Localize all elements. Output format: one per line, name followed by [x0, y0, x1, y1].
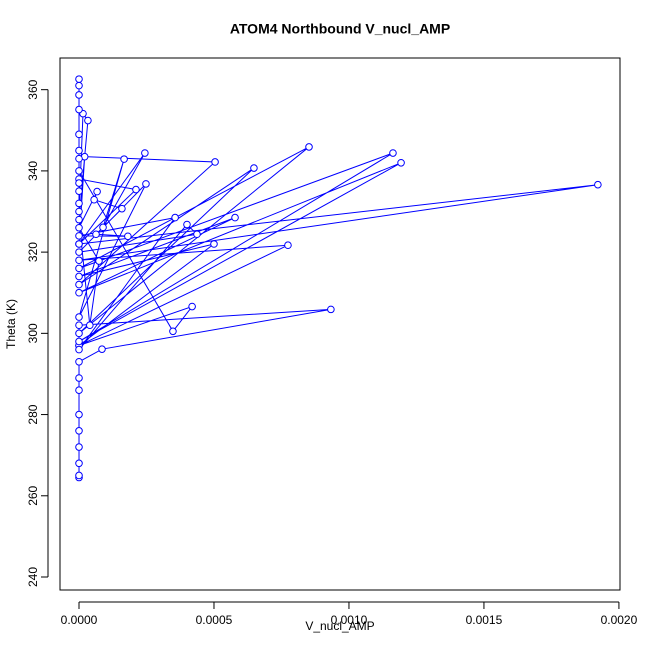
point — [75, 329, 83, 338]
point — [75, 357, 83, 366]
point — [120, 155, 128, 163]
point — [92, 230, 100, 239]
point — [210, 240, 218, 248]
point — [75, 105, 83, 114]
point — [132, 185, 140, 194]
point — [86, 321, 94, 330]
point — [84, 116, 92, 125]
point — [327, 305, 335, 314]
y-tick-label: 240 — [26, 567, 40, 587]
point — [75, 427, 83, 435]
plot-box — [59, 57, 621, 591]
point — [397, 158, 405, 167]
y-tick-label: 340 — [26, 161, 40, 181]
point — [75, 288, 83, 297]
point — [75, 75, 83, 83]
x-tick-label: 0.0015 — [466, 613, 503, 627]
point — [75, 232, 83, 240]
point — [75, 187, 83, 196]
point — [75, 256, 83, 265]
x-tick-label: 0.0000 — [61, 613, 98, 627]
point — [75, 248, 83, 256]
y-tick-label: 280 — [26, 404, 40, 424]
x-tick-label: 0.0010 — [331, 613, 368, 627]
point — [95, 257, 103, 265]
series-line — [77, 79, 598, 478]
point — [90, 195, 98, 204]
point — [75, 81, 83, 90]
point — [193, 230, 201, 239]
point — [305, 143, 313, 151]
point — [98, 345, 106, 353]
point — [75, 272, 83, 281]
point — [75, 337, 83, 346]
point — [75, 199, 83, 208]
chart-title: ATOM4 Northbound V_nucl_AMP — [230, 21, 450, 37]
y-tick-label: 260 — [26, 485, 40, 505]
point — [231, 213, 239, 222]
point — [75, 215, 83, 224]
point — [594, 180, 602, 189]
y-tick-label: 320 — [26, 242, 40, 262]
point — [75, 167, 83, 175]
point — [99, 223, 107, 232]
point — [118, 204, 126, 213]
point — [75, 179, 83, 187]
point — [188, 302, 196, 311]
point — [75, 313, 83, 321]
point — [75, 471, 83, 480]
point — [284, 241, 292, 250]
point — [75, 443, 83, 451]
x-tick-label: 0.0020 — [601, 613, 638, 627]
point — [171, 213, 179, 222]
point — [75, 321, 83, 330]
x-axis-label: V_nucl_AMP — [305, 619, 374, 633]
point — [169, 327, 177, 336]
y-tick-label: 360 — [26, 79, 40, 99]
point — [75, 345, 83, 354]
point — [75, 240, 83, 248]
point — [75, 154, 83, 163]
point — [75, 386, 83, 394]
point — [75, 207, 83, 216]
point — [75, 130, 83, 139]
point — [75, 91, 83, 99]
point — [75, 146, 83, 155]
point — [142, 180, 150, 188]
point — [141, 149, 149, 157]
point — [389, 149, 397, 157]
point — [75, 264, 83, 273]
point — [75, 374, 83, 382]
point — [75, 410, 83, 419]
point — [183, 220, 191, 229]
point — [75, 459, 83, 468]
point — [124, 232, 132, 241]
point — [211, 158, 219, 166]
point — [250, 164, 258, 172]
y-axis-label: Theta (K) — [4, 299, 18, 349]
y-tick-label: 300 — [26, 323, 40, 343]
x-tick-label: 0.0005 — [196, 613, 233, 627]
point — [75, 280, 83, 289]
point — [75, 223, 83, 232]
point — [93, 187, 101, 196]
